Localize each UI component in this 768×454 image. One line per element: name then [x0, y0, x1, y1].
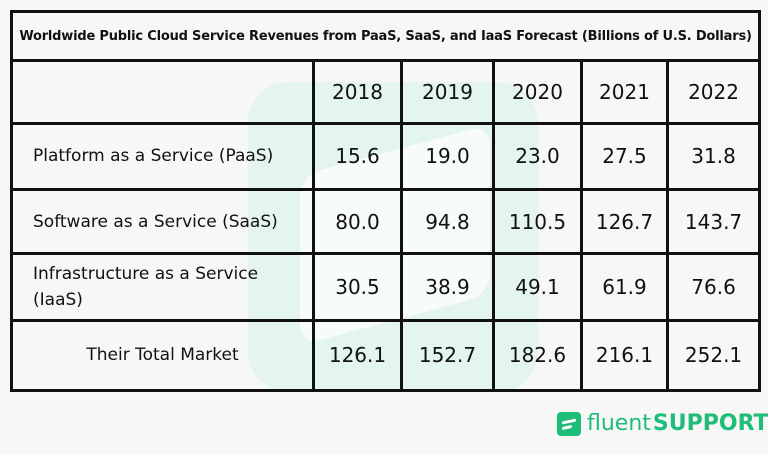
fluent-logo-icon [557, 411, 581, 436]
cell: 76.6 [665, 252, 762, 322]
cell: 61.9 [580, 252, 669, 322]
cell: 30.5 [312, 252, 403, 322]
table-title: Worldwide Public Cloud Service Revenues … [9, 9, 762, 63]
cell: 143.7 [665, 187, 762, 256]
cell: 15.6 [312, 121, 403, 191]
cell: 19.0 [400, 121, 495, 191]
column-header: 2020 [492, 59, 583, 125]
cell: 27.5 [580, 121, 669, 191]
cell: 126.7 [580, 187, 669, 256]
row-label: Software as a Service (SaaS) [10, 187, 315, 256]
row-label: Platform as a Service (PaaS) [10, 121, 315, 191]
table-row: Software as a Service (SaaS) 80.0 94.8 1… [10, 187, 762, 256]
header-row: 2018 2019 2020 2021 2022 [10, 59, 762, 125]
revenue-table: Worldwide Public Cloud Service Revenues … [9, 9, 762, 393]
cell: 23.0 [492, 121, 583, 191]
cell: 252.1 [665, 318, 762, 393]
logo-text-bold: SUPPORT [652, 411, 768, 436]
cell: 182.6 [492, 318, 583, 393]
cell: 80.0 [312, 187, 403, 256]
cell: 38.9 [400, 252, 495, 322]
column-header: 2019 [400, 59, 495, 125]
cell: 49.1 [492, 252, 583, 322]
column-header: 2018 [312, 59, 403, 125]
table-row: Platform as a Service (PaaS) 15.6 19.0 2… [10, 121, 762, 191]
logo-text-light: fluent [587, 411, 651, 436]
cell: 216.1 [580, 318, 669, 393]
total-row: Their Total Market 126.1 152.7 182.6 216… [10, 318, 762, 393]
cell: 152.7 [400, 318, 495, 393]
cell: 94.8 [400, 187, 495, 256]
cell: 31.8 [665, 121, 762, 191]
cell: 110.5 [492, 187, 583, 256]
column-header: 2021 [580, 59, 669, 125]
cell: 126.1 [312, 318, 403, 393]
corner-cell [10, 59, 315, 125]
column-header: 2022 [665, 59, 762, 125]
row-label: Infrastructure as a Service (IaaS) [10, 252, 315, 322]
table-row: Infrastructure as a Service (IaaS) 30.5 … [10, 252, 762, 322]
fluent-support-logo: fluent SUPPORT [557, 411, 768, 436]
row-label: Their Total Market [10, 318, 315, 393]
